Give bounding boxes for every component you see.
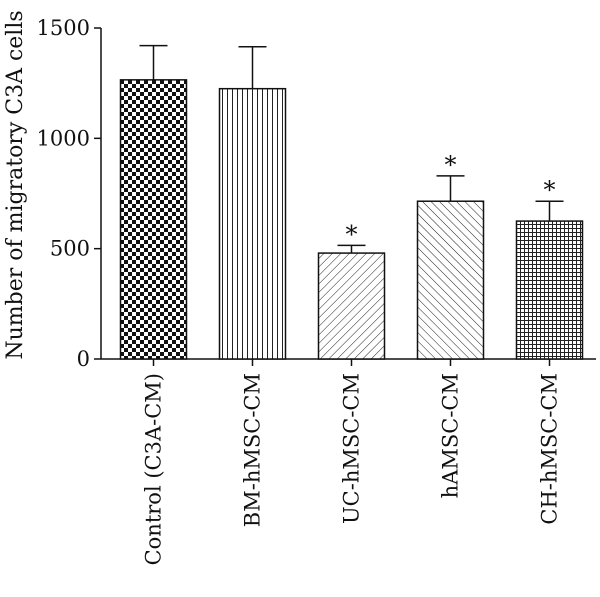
y-tick-label: 1000 — [37, 126, 90, 150]
category-label: CH-hMSC-CM — [538, 373, 562, 525]
y-tick-label: 500 — [50, 237, 90, 261]
category-labels-group: Control (C3A-CM) BM-hMSC-CM UC-hMSC-CM hAMS… — [142, 373, 562, 565]
category-label: UC-hMSC-CM — [340, 373, 364, 524]
significance-marker: * — [544, 176, 556, 204]
bar — [218, 87, 287, 360]
error-bars-group — [139, 44, 564, 254]
y-tick-label: 1500 — [37, 16, 90, 40]
x-axis — [101, 358, 596, 366]
bar — [317, 252, 386, 360]
significance-marker: * — [445, 151, 457, 179]
category-label: BM-hMSC-CM — [241, 373, 265, 527]
bars-group — [119, 79, 584, 360]
bar — [416, 200, 485, 360]
category-label: Control (C3A-CM) — [142, 373, 166, 565]
bar — [515, 220, 584, 360]
bar — [119, 79, 188, 360]
category-label: hAMSC-CM — [439, 373, 463, 498]
y-axis: 0 500 1000 1500 — [37, 16, 102, 371]
y-axis-title: Number of migratory C3A cells — [3, 10, 28, 359]
significance-marker: * — [346, 220, 358, 248]
y-tick-label: 0 — [77, 347, 90, 371]
significance-markers-group: * * * — [346, 151, 556, 249]
